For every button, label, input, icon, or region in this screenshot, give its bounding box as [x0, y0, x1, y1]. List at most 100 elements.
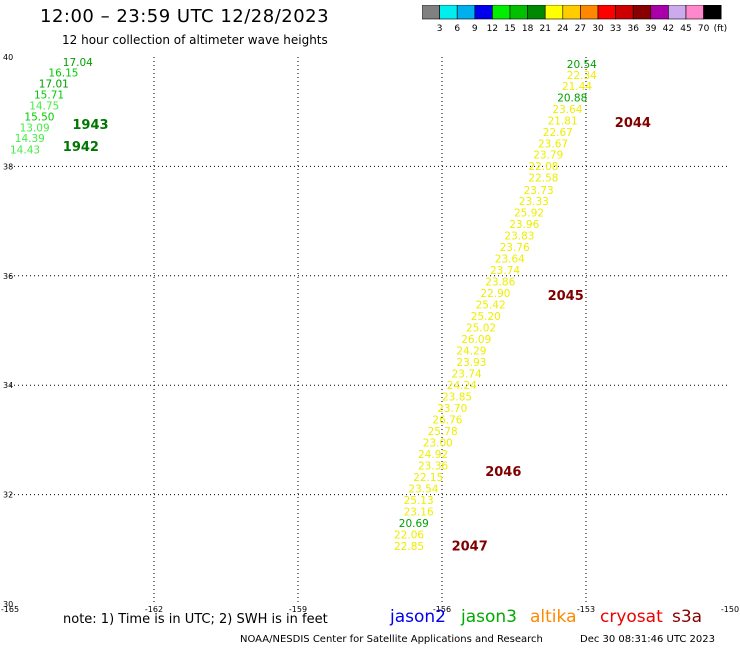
data-point-label: 24.92	[418, 449, 448, 461]
data-point-label: 25.78	[428, 426, 458, 438]
legend-cryosat: cryosat	[600, 607, 663, 627]
data-point-label: 17.04	[63, 57, 93, 69]
data-point-label: 23.16	[404, 506, 434, 518]
data-point-label: 23.86	[485, 277, 515, 289]
y-tick-label: 40	[3, 53, 13, 62]
color-scale-tick: 15	[504, 24, 515, 34]
footnote: note: 1) Time is in UTC; 2) SWH is in fe…	[63, 612, 328, 627]
time-annotation: 2045	[548, 289, 584, 304]
data-point-label: 23.74	[490, 265, 520, 277]
color-scale-tick: 18	[522, 24, 534, 34]
data-point-label: 23.67	[538, 138, 568, 150]
color-scale-tick: 27	[575, 24, 586, 34]
color-scale-tick: 6	[454, 24, 460, 34]
color-scale-tick: 9	[472, 24, 478, 34]
data-point-label: 23.74	[452, 369, 482, 381]
data-point-label: 23.85	[442, 392, 472, 404]
color-scale-tick: 24	[557, 24, 569, 34]
color-scale-tick: 3	[437, 24, 443, 34]
chart-subtitle: 12 hour collection of altimeter wave hei…	[62, 33, 328, 47]
data-point-label: 25.02	[466, 323, 496, 335]
y-tick-label: 38	[3, 162, 13, 171]
data-point-label: 23.93	[456, 357, 486, 369]
data-point-label: 23.73	[524, 185, 554, 197]
data-point-label: 14.39	[15, 133, 45, 145]
legend-jason2: jason2	[390, 607, 446, 627]
data-point-label: 25.20	[471, 311, 501, 323]
data-point-label: 22.85	[394, 541, 424, 553]
data-point-label: 23.96	[509, 219, 539, 231]
data-point-label: 25.92	[514, 208, 544, 220]
time-annotation: 1942	[63, 140, 99, 155]
color-swatch	[703, 5, 722, 20]
color-scale-tick: 33	[610, 24, 621, 34]
credit-text: NOAA/NESDIS Center for Satellite Applica…	[240, 634, 543, 645]
data-point-label: 23.36	[418, 460, 448, 472]
data-point-label: 22.15	[413, 472, 443, 484]
data-point-label: 26.76	[432, 414, 462, 426]
data-point-label: 22.58	[528, 173, 558, 185]
data-point-label: 24.29	[456, 346, 486, 358]
data-point-label: 23.79	[533, 150, 563, 162]
chart-title: 12:00 – 23:59 UTC 12/28/2023	[40, 6, 330, 27]
y-tick-label: 34	[3, 381, 13, 390]
legend-s3a: s3a	[672, 607, 703, 627]
data-point-label: 23.33	[519, 196, 549, 208]
data-point-label: 20.88	[557, 92, 587, 104]
color-scale-tick: 45	[680, 24, 691, 34]
color-scale-tick: 70	[698, 24, 710, 34]
data-point-label: 26.09	[461, 334, 491, 346]
data-point-label: 17.01	[39, 79, 69, 91]
y-tick-label: 32	[3, 491, 13, 500]
color-scale-tick: 42	[663, 24, 674, 34]
data-point-label: 14.75	[29, 101, 59, 113]
color-scale-tick: 36	[627, 24, 639, 34]
data-point-label: 20.69	[399, 518, 429, 530]
data-point-label: 25.42	[476, 300, 506, 312]
x-tick-label: -165	[1, 605, 19, 614]
time-annotation: 2046	[485, 465, 521, 480]
x-tick-label: -162	[145, 605, 163, 614]
data-point-label: 23.83	[504, 231, 534, 243]
data-point-label: 21.44	[562, 81, 592, 93]
data-point-label: 23.00	[423, 437, 453, 449]
data-point-label: 23.70	[437, 403, 467, 415]
y-tick-label: 30	[3, 600, 13, 609]
data-point-label: 24.24	[447, 380, 477, 392]
y-tick-label: 36	[3, 272, 13, 281]
data-point-label: 15.71	[34, 90, 64, 102]
data-point-label: 23.54	[408, 483, 438, 495]
color-scale-tick: 21	[539, 24, 550, 34]
data-point-label: 13.09	[20, 122, 50, 134]
data-point-label: 16.15	[48, 68, 78, 80]
color-scale-tick: 30	[592, 24, 604, 34]
data-point-label: 23.64	[495, 254, 525, 266]
legend-altika: altika	[530, 607, 577, 627]
color-scale-legend: 3 6 9 12 15 18 21 24 27 30 33 36 39 42 45 70 (ft)	[422, 5, 728, 34]
timestamp-text: Dec 30 08:31:46 UTC 2023	[580, 634, 715, 645]
x-tick-label: -159	[289, 605, 307, 614]
data-point-label: 20.54	[567, 59, 597, 71]
data-point-label: 22.90	[480, 288, 510, 300]
x-tick-label: -156	[433, 605, 451, 614]
data-point-label: 23.76	[500, 242, 530, 254]
color-scale-tick: 12	[487, 24, 498, 34]
data-point-label: 22.08	[528, 161, 558, 173]
color-scale-unit: (ft)	[714, 24, 728, 34]
data-point-label: 22.34	[567, 70, 597, 82]
time-annotation: 2044	[615, 116, 651, 131]
x-tick-label: -150	[721, 605, 739, 614]
data-point-label: 22.06	[394, 529, 424, 541]
x-tick-label: -153	[577, 605, 595, 614]
time-annotation: 2047	[452, 539, 488, 554]
color-scale-tick: 39	[645, 24, 657, 34]
legend-jason3: jason3	[461, 607, 517, 627]
data-point-label: 23.64	[552, 104, 582, 116]
data-point-label: 15.50	[24, 111, 54, 123]
data-point-label: 14.43	[10, 144, 40, 156]
data-point-label: 21.81	[548, 115, 578, 127]
data-point-label: 25.13	[404, 495, 434, 507]
time-annotation: 1943	[72, 118, 108, 133]
data-point-label: 22.67	[543, 127, 573, 139]
